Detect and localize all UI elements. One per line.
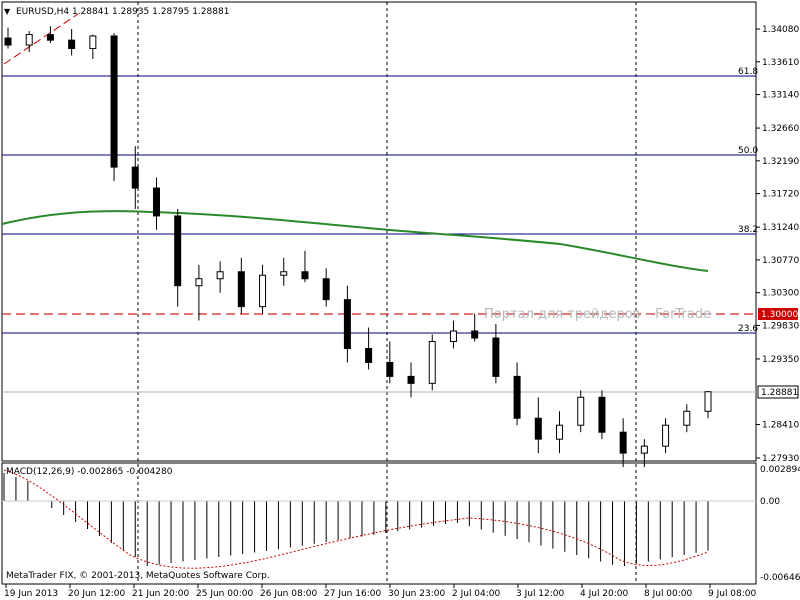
time-tick-label: 27 Jun 16:00 [324,589,381,599]
price-tick-label: 1.33610 [762,58,799,68]
price-tick-label: 1.31720 [762,190,799,200]
macd-tick-top: 0.002894 [760,465,800,475]
current-price-box [757,385,799,399]
time-tick-label: 3 Jul 12:00 [516,589,565,599]
price-axis: 1.34080 1.33610 1.33140 1.32660 1.32190 1.317… [756,25,799,464]
candle-body [4,37,12,46]
time-tick-label: 8 Jul 00:00 [644,589,693,599]
macd-label: MACD(12,26,9) -0.002865 -0.004280 [6,467,173,477]
macd-plot-frame [1,462,757,585]
price-tick-label: 1.31240 [762,223,799,233]
candle-body [704,391,712,412]
candle-body [46,34,54,41]
candle-body [513,375,521,419]
candle-body [25,34,33,46]
price-tick-label: 1.30300 [762,289,799,299]
candle-body [640,445,648,454]
time-axis: 19 Jun 2013 20 Jun 12:00 21 Jun 20:00 25 Ju… [4,584,757,599]
candle-body [68,39,76,50]
candle-body [619,431,627,454]
footer-copyright: MetaTrader FIX, © 2001-2013, MetaQuotes … [6,571,270,581]
price-tick-label: 1.32660 [762,124,799,134]
period-separators [137,2,637,584]
candle-body [428,341,436,384]
trend-line[interactable] [3,13,79,65]
candle-body [577,396,585,426]
price-tick-label: 1.29830 [762,321,799,331]
time-tick-label: 25 Jun 00:00 [196,589,253,599]
price-tick-label: 1.27930 [762,454,799,464]
current-price-label: 1.28881 [761,388,798,398]
candle-body [407,375,415,384]
time-tick-label: 30 Jun 23:00 [388,589,445,599]
macd-histogram [3,473,709,566]
macd-tick-zero: 0.00 [760,497,780,507]
fibo-label-50-0: 50.0 [738,146,758,156]
candles [4,26,712,468]
time-tick-label: 20 Jun 12:00 [68,589,125,599]
candle-body [216,271,224,280]
candle-body [280,271,288,276]
macd-signal-line [3,469,709,569]
candle-body [301,271,309,280]
candle-body [471,330,479,339]
level-price-label: 1.30000 [761,310,798,320]
price-tick-label: 1.32190 [762,157,799,167]
candle-body [89,35,97,50]
candle-body [110,35,118,168]
time-tick-label: 2 Jul 04:00 [452,589,501,599]
moving-average-line [1,210,709,272]
fibo-lines [2,75,756,334]
macd-tick-bottom: -0.006467 [760,573,800,583]
candle-body [259,274,267,308]
candle-body [365,347,373,363]
fibo-label-23-6: 23.6 [738,324,758,334]
symbol-header: EURUSD,H4 1.28841 1.28935 1.28795 1.2888… [16,7,229,17]
header-arrow-icon[interactable]: ▼ [4,7,11,16]
candle-body [386,361,394,377]
candle-body [492,337,500,377]
level-price-box [758,308,798,320]
candle-body [131,166,139,189]
time-tick-label: 21 Jun 20:00 [132,589,189,599]
candle-body [683,410,691,426]
price-tick-label: 1.29350 [762,355,799,365]
candle-body [322,278,330,301]
candle-body [556,424,564,440]
price-tick-label: 1.34080 [762,25,799,35]
price-tick-label: 1.28410 [762,421,799,431]
candle-body [449,330,457,343]
fibo-label-61-8: 61.8 [738,67,758,77]
candle-body [598,396,606,433]
watermark: Портал для трейдеров – ForTrade [484,307,711,322]
price-tick-label: 1.33140 [762,91,799,101]
candle-body [195,278,203,287]
time-tick-label: 19 Jun 2013 [4,589,58,599]
time-tick-label: 4 Jul 20:00 [580,589,629,599]
candle-body [237,271,245,308]
time-tick-label: 9 Jul 08:00 [708,589,757,599]
candle-body [534,417,542,440]
price-tick-label: 1.30770 [762,256,799,266]
candle-body [343,299,351,349]
time-tick-label: 26 Jun 08:00 [260,589,317,599]
candle-body [152,187,160,217]
candle-body [174,215,182,287]
candle-body [662,424,670,447]
fibo-label-38-2: 38.2 [738,225,758,235]
main-plot-frame [1,1,757,462]
